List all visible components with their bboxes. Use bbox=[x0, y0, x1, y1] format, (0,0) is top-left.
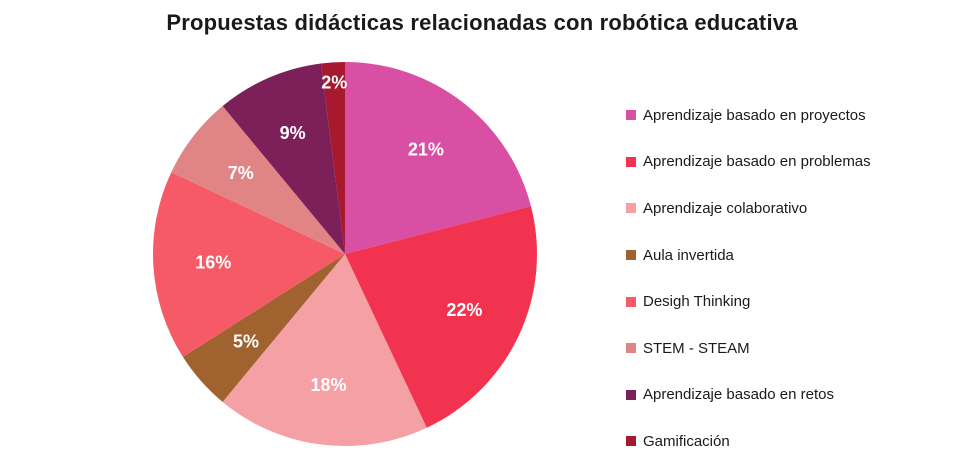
legend-label: Aprendizaje basado en problemas bbox=[643, 153, 871, 171]
legend-swatch bbox=[626, 389, 636, 400]
legend-label: Aprendizaje colaborativo bbox=[643, 199, 808, 217]
data-label-aula-invertida: 5% bbox=[233, 331, 259, 351]
legend-label: Gamificación bbox=[643, 432, 730, 450]
pie-slice-gamificacion bbox=[320, 62, 345, 254]
data-label-aprendizaje-basado-en-problemas: 22% bbox=[446, 300, 482, 320]
data-label-aprendizaje-basado-en-proyectos: 21% bbox=[408, 140, 444, 160]
legend-swatch bbox=[626, 110, 636, 121]
chart-legend: Aprendizaje basado en proyectos Aprendiza… bbox=[626, 92, 871, 465]
legend-item-desigh-thinking: Desigh Thinking bbox=[626, 278, 871, 325]
legend-swatch bbox=[626, 156, 636, 167]
pie-data-labels: 21% 22% 18% 5% 16% 7% 9% 2% bbox=[195, 72, 482, 395]
data-label-aprendizaje-colaborativo: 18% bbox=[310, 375, 346, 395]
legend-swatch bbox=[626, 203, 636, 214]
pie-slices bbox=[153, 62, 537, 446]
legend-swatch bbox=[626, 343, 636, 354]
data-label-desigh-thinking: 16% bbox=[195, 252, 231, 272]
data-label-gamificacion: 2% bbox=[321, 72, 347, 92]
legend-label: STEM - STEAM bbox=[643, 339, 750, 357]
legend-label: Desigh Thinking bbox=[643, 293, 751, 311]
chart-title: Propuestas didácticas relacionadas con r… bbox=[166, 10, 798, 35]
data-label-aprendizaje-basado-en-retos: 9% bbox=[280, 123, 306, 143]
pie-slice-aprendizaje-colaborativo bbox=[222, 254, 427, 446]
legend-item-aprendizaje-basado-en-problemas: Aprendizaje basado en problemas bbox=[626, 139, 871, 186]
legend-label: Aprendizaje basado en proyectos bbox=[643, 106, 866, 124]
legend-item-stem-steam: STEM - STEAM bbox=[626, 325, 871, 372]
legend-swatch bbox=[626, 436, 636, 447]
legend-label: Aula invertida bbox=[643, 246, 734, 264]
legend-swatch bbox=[626, 296, 636, 307]
legend-item-aprendizaje-basado-en-proyectos: Aprendizaje basado en proyectos bbox=[626, 92, 871, 139]
pie-slice-aprendizaje-basado-en-proyectos bbox=[345, 62, 531, 254]
pie-slice-aprendizaje-basado-en-retos bbox=[222, 63, 345, 254]
legend-item-gamificacion: Gamificación bbox=[626, 418, 871, 465]
legend-swatch bbox=[626, 250, 636, 261]
pie-slice-stem-steam bbox=[171, 106, 345, 254]
legend-label: Aprendizaje basado en retos bbox=[643, 386, 834, 404]
data-label-stem-steam: 7% bbox=[228, 163, 254, 183]
legend-item-aula-invertida: Aula invertida bbox=[626, 232, 871, 279]
legend-item-aprendizaje-colaborativo: Aprendizaje colaborativo bbox=[626, 185, 871, 232]
pie-slice-aula-invertida bbox=[182, 254, 345, 402]
legend-item-aprendizaje-basado-en-retos: Aprendizaje basado en retos bbox=[626, 372, 871, 419]
pie-slice-desigh-thinking bbox=[153, 172, 345, 357]
pie-slice-aprendizaje-basado-en-problemas bbox=[345, 206, 537, 428]
